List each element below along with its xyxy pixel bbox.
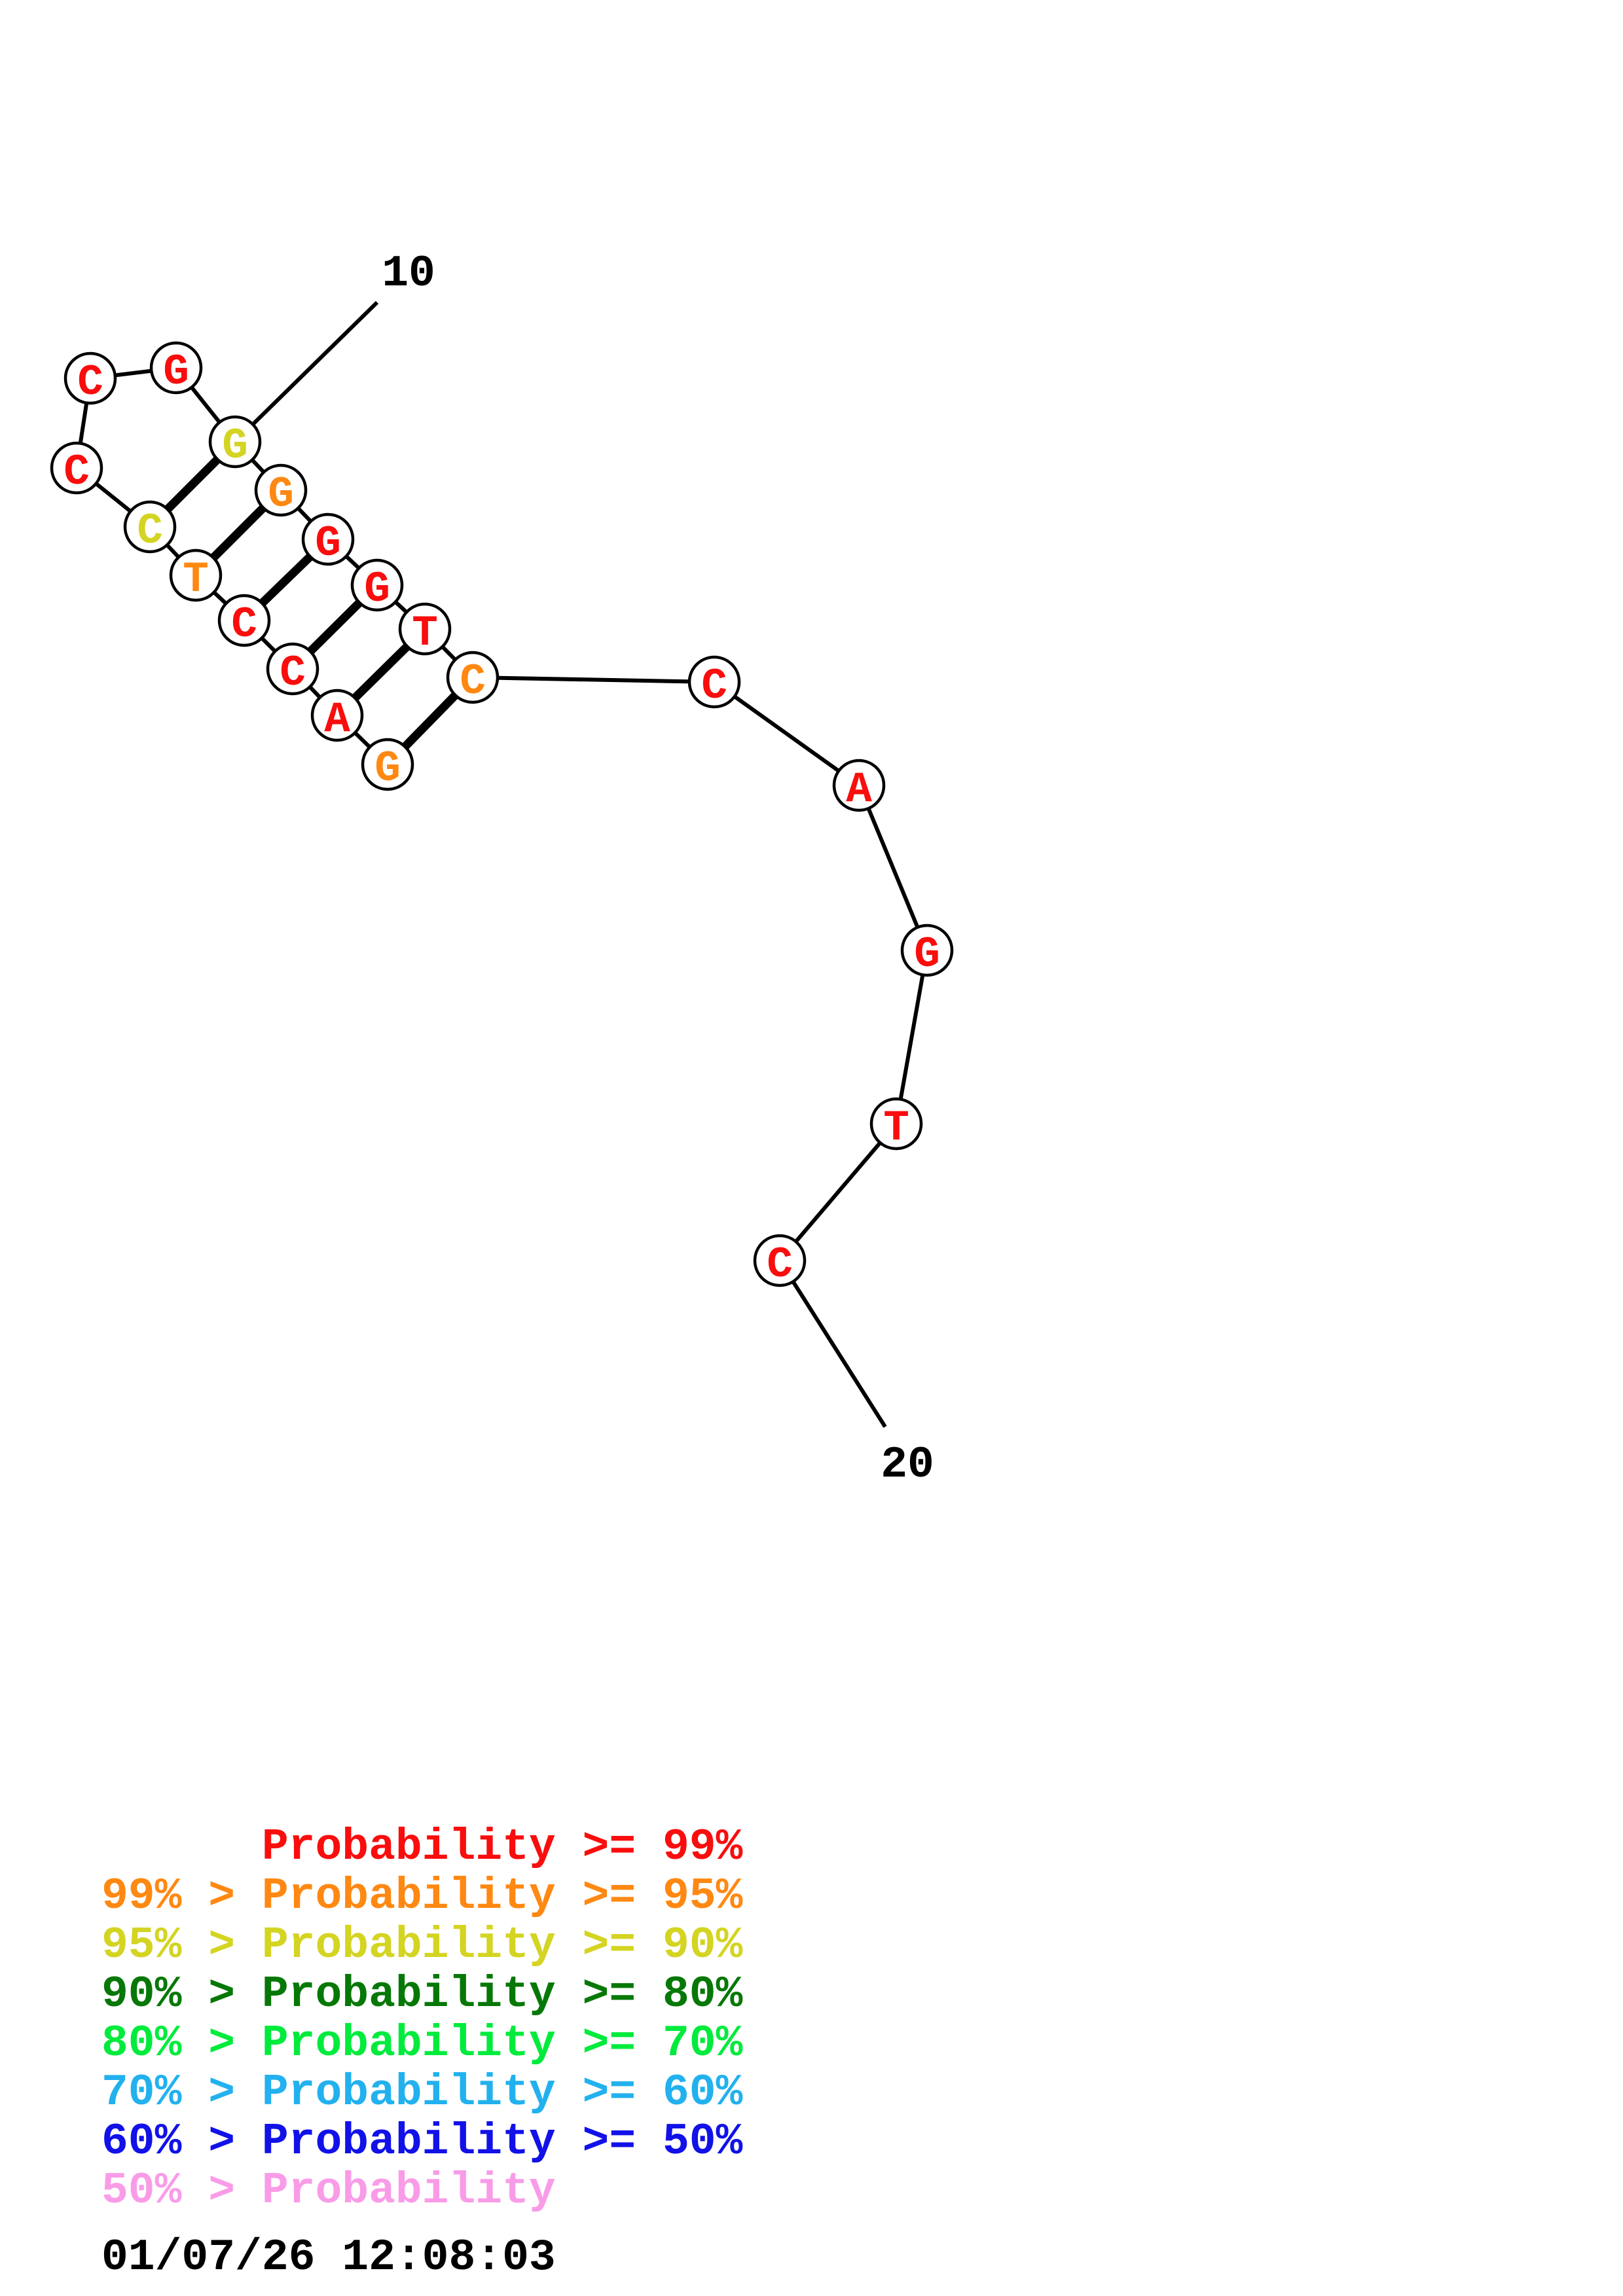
nucleotide-18-G: G xyxy=(900,924,954,979)
nucleotide-14-T: T xyxy=(398,602,452,658)
base-letter: C xyxy=(77,358,103,407)
base-letter: G xyxy=(222,422,248,471)
legend-row-1: Probability >= 99% xyxy=(101,1822,743,1873)
legend-row-4: 90% > Probability >= 80% xyxy=(101,1969,743,2020)
base-letter: C xyxy=(767,1240,793,1289)
nucleotide-19-T: T xyxy=(869,1097,923,1153)
legend-row-7: 60% > Probability >= 50% xyxy=(101,2117,743,2167)
nucleotide-circle xyxy=(123,500,177,554)
base-letter: G xyxy=(268,470,294,519)
nucleotide-6-C: C xyxy=(123,500,177,556)
base-letter: C xyxy=(701,662,727,711)
base-letter: T xyxy=(883,1103,909,1153)
nucleotide-circle xyxy=(266,642,319,696)
nucleotide-11-G: G xyxy=(254,463,308,519)
nucleotide-circle xyxy=(446,651,500,704)
nucleotide-20-C: C xyxy=(753,1234,807,1289)
nucleotide-1-G: G xyxy=(361,738,414,793)
nucleotide-circle xyxy=(169,548,223,602)
nucleotide-circle xyxy=(64,351,117,405)
nucleotide-7-C: C xyxy=(50,441,103,497)
base-letter: C xyxy=(460,657,486,706)
legend-row-8: 50% > Probability xyxy=(101,2166,556,2216)
backbone-link-16-17 xyxy=(713,680,860,787)
base-letter: T xyxy=(183,555,209,604)
nucleotide-2-A: A xyxy=(310,689,364,744)
base-letter: C xyxy=(280,649,306,698)
position-label-20: 20 xyxy=(881,1440,934,1490)
legend-row-5: 80% > Probability >= 70% xyxy=(101,2018,743,2069)
nucleotide-circle xyxy=(832,759,886,812)
nucleotide-5-T: T xyxy=(169,548,223,604)
nucleotide-8-C: C xyxy=(64,351,117,407)
base-letter: A xyxy=(324,695,350,744)
label-pointer-line-20 xyxy=(778,1259,887,1428)
probability-legend: Probability >= 99%99% > Probability >= 9… xyxy=(101,1822,743,2216)
base-letter: G xyxy=(914,930,940,979)
nucleotide-3-C: C xyxy=(266,642,319,698)
base-letter: T xyxy=(412,609,438,658)
nucleotide-15-C: C xyxy=(446,651,500,706)
nucleotide-circle xyxy=(149,341,203,395)
base-letter: C xyxy=(231,600,257,649)
backbone-link-19-20 xyxy=(778,1122,898,1262)
legend-row-3: 95% > Probability >= 90% xyxy=(101,1920,743,1971)
nucleotide-circle xyxy=(217,594,271,647)
nucleotide-circle xyxy=(687,655,741,709)
backbone-link-15-16 xyxy=(472,675,715,684)
position-label-10: 10 xyxy=(382,249,435,299)
backbone-link-18-19 xyxy=(894,950,929,1124)
nucleotide-circle xyxy=(361,738,414,791)
nucleotide-circle xyxy=(310,689,364,742)
base-letter: G xyxy=(364,565,390,614)
backbone-link-17-18 xyxy=(857,784,929,952)
nucleotide-circle xyxy=(301,512,355,566)
timestamp: 01/07/26 12:08:03 xyxy=(101,2233,556,2283)
base-letter: G xyxy=(374,744,401,793)
legend-row-2: 99% > Probability >= 95% xyxy=(101,1871,743,1922)
nucleotide-circle xyxy=(753,1234,807,1287)
nucleotide-circle xyxy=(869,1097,923,1151)
label-pointer-lines xyxy=(233,300,887,1428)
base-letter: G xyxy=(315,519,341,568)
base-letter: G xyxy=(163,348,189,397)
nucleotide-16-C: C xyxy=(687,655,741,711)
nucleotide-9-G: G xyxy=(149,341,203,397)
nucleotide-circle xyxy=(254,463,308,517)
legend-row-6: 70% > Probability >= 60% xyxy=(101,2068,743,2118)
nucleotide-circle xyxy=(350,558,404,612)
nucleotide-4-C: C xyxy=(217,594,271,649)
nucleotide-circle xyxy=(398,602,452,656)
nucleotide-12-G: G xyxy=(301,512,355,568)
base-letter: C xyxy=(137,507,163,556)
position-labels: 10 20 xyxy=(382,249,934,1490)
nucleotide-13-G: G xyxy=(350,558,404,614)
nucleotide-17-A: A xyxy=(832,759,886,814)
label-pointer-line-10 xyxy=(233,300,379,444)
nucleotide-circle xyxy=(208,415,262,469)
base-letter: A xyxy=(846,765,872,814)
backbone-links xyxy=(75,366,929,1262)
nucleotide-circle xyxy=(50,441,103,495)
base-letter: C xyxy=(64,448,90,497)
nucleotide-10-G: G xyxy=(208,415,262,471)
nucleotide-circle xyxy=(900,924,954,977)
